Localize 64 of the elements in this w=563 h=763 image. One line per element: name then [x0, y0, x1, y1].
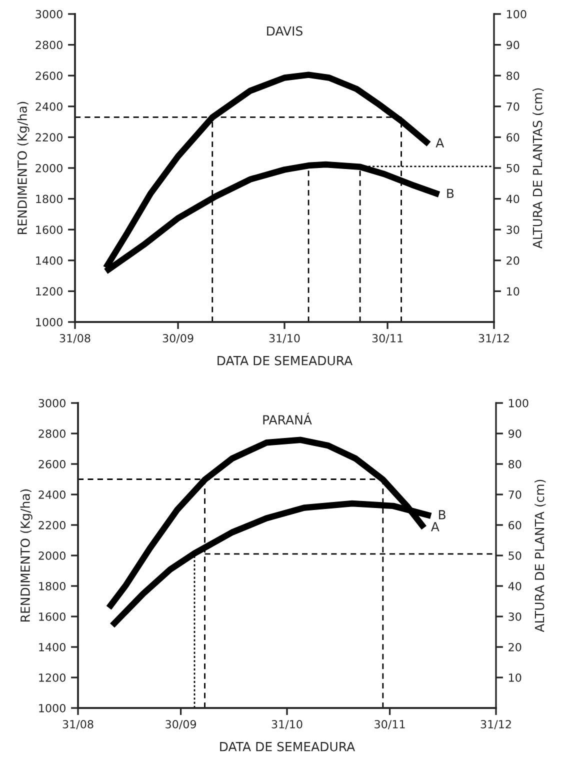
y-tick-label: 1200: [36, 287, 62, 296]
y-tick-label: 1400: [36, 256, 62, 265]
series-label: A: [436, 138, 444, 148]
y-axis-title: RENDIMENTO (Kg/ha): [17, 102, 30, 234]
series-label: B: [438, 510, 446, 520]
text: PARANÁ: [263, 412, 312, 424]
y-tick-label: 1400: [39, 642, 66, 652]
y-tick-label: 2400: [36, 102, 62, 111]
y2-tick-label: 30: [506, 226, 520, 234]
y2-tick-label: 80: [506, 72, 520, 80]
y-tick-label: 2000: [38, 551, 66, 560]
y-tick-label: 2600: [36, 72, 62, 80]
y-tick-label: 2200: [38, 520, 66, 530]
y2-tick-label: 60: [508, 520, 522, 530]
series-label: B: [447, 188, 454, 198]
y-tick-label: 3000: [38, 398, 66, 408]
y2-tick-label: 100: [509, 398, 528, 408]
series-label: A: [431, 522, 440, 532]
y-tick-label: 2600: [38, 460, 66, 468]
x-tick-label: 30/09: [166, 720, 196, 730]
y2-tick-label: 60: [506, 133, 520, 142]
y2-tick-label: 40: [506, 194, 520, 204]
text: DAVIS: [267, 26, 302, 36]
y2-tick-label: 30: [508, 612, 522, 621]
y-tick-label: 1000: [36, 318, 62, 326]
y-tick-label: 2800: [38, 429, 66, 438]
y-tick-label: 2200: [36, 133, 62, 142]
y2-tick-label: 100: [507, 10, 526, 18]
y2-tick-label: 90: [508, 429, 522, 438]
x-tick-label: 31/08: [60, 334, 90, 344]
x-tick-label: 31/12: [478, 334, 509, 344]
y-tick-label: 2400: [38, 490, 66, 499]
y2-tick-label: 70: [506, 102, 520, 111]
x-tick-label: 31/12: [480, 720, 511, 730]
y-tick-label: 2000: [36, 164, 62, 172]
y-tick-label: 1800: [36, 194, 62, 204]
x-axis-title: DATA DE SEMEADURA: [218, 356, 353, 366]
y2-tick-label: 70: [508, 490, 522, 499]
x-tick-label: 30/09: [162, 334, 194, 344]
y-tick-label: 1800: [39, 582, 66, 590]
y2-tick-label: 50: [506, 164, 520, 172]
y-axis-title: RENDIMENTO (Kg/ha): [20, 489, 32, 622]
y2-axis-title: ALTURA DE PLANTA (cm): [534, 480, 546, 632]
x-tick-label: 30/11: [374, 720, 405, 730]
y2-tick-label: 40: [508, 582, 522, 590]
x-axis-title: DATA DE SEMEADURA: [220, 742, 356, 752]
y2-tick-label: 20: [508, 642, 522, 652]
y2-tick-label: 10: [507, 287, 520, 296]
y-tick-label: 2800: [36, 40, 62, 50]
y2-tick-label: 20: [506, 256, 520, 265]
y-tick-label: 1200: [39, 673, 66, 682]
y2-axis-title: ALTURA DE PLANTAS (cm): [532, 88, 544, 249]
y2-tick-label: 90: [506, 40, 520, 50]
y2-tick-label: 80: [508, 460, 522, 468]
x-tick-label: 31/08: [62, 720, 94, 730]
y-tick-label: 1000: [39, 704, 66, 712]
x-tick-label: 31/10: [272, 720, 302, 730]
y2-tick-label: 10: [509, 673, 522, 682]
x-tick-label: 30/11: [372, 334, 403, 344]
y-tick-label: 1600: [39, 612, 66, 621]
y-tick-label: 1600: [36, 226, 62, 234]
y2-tick-label: 50: [508, 551, 522, 560]
y-tick-label: 3000: [36, 10, 62, 18]
x-tick-label: 31/10: [269, 334, 300, 344]
